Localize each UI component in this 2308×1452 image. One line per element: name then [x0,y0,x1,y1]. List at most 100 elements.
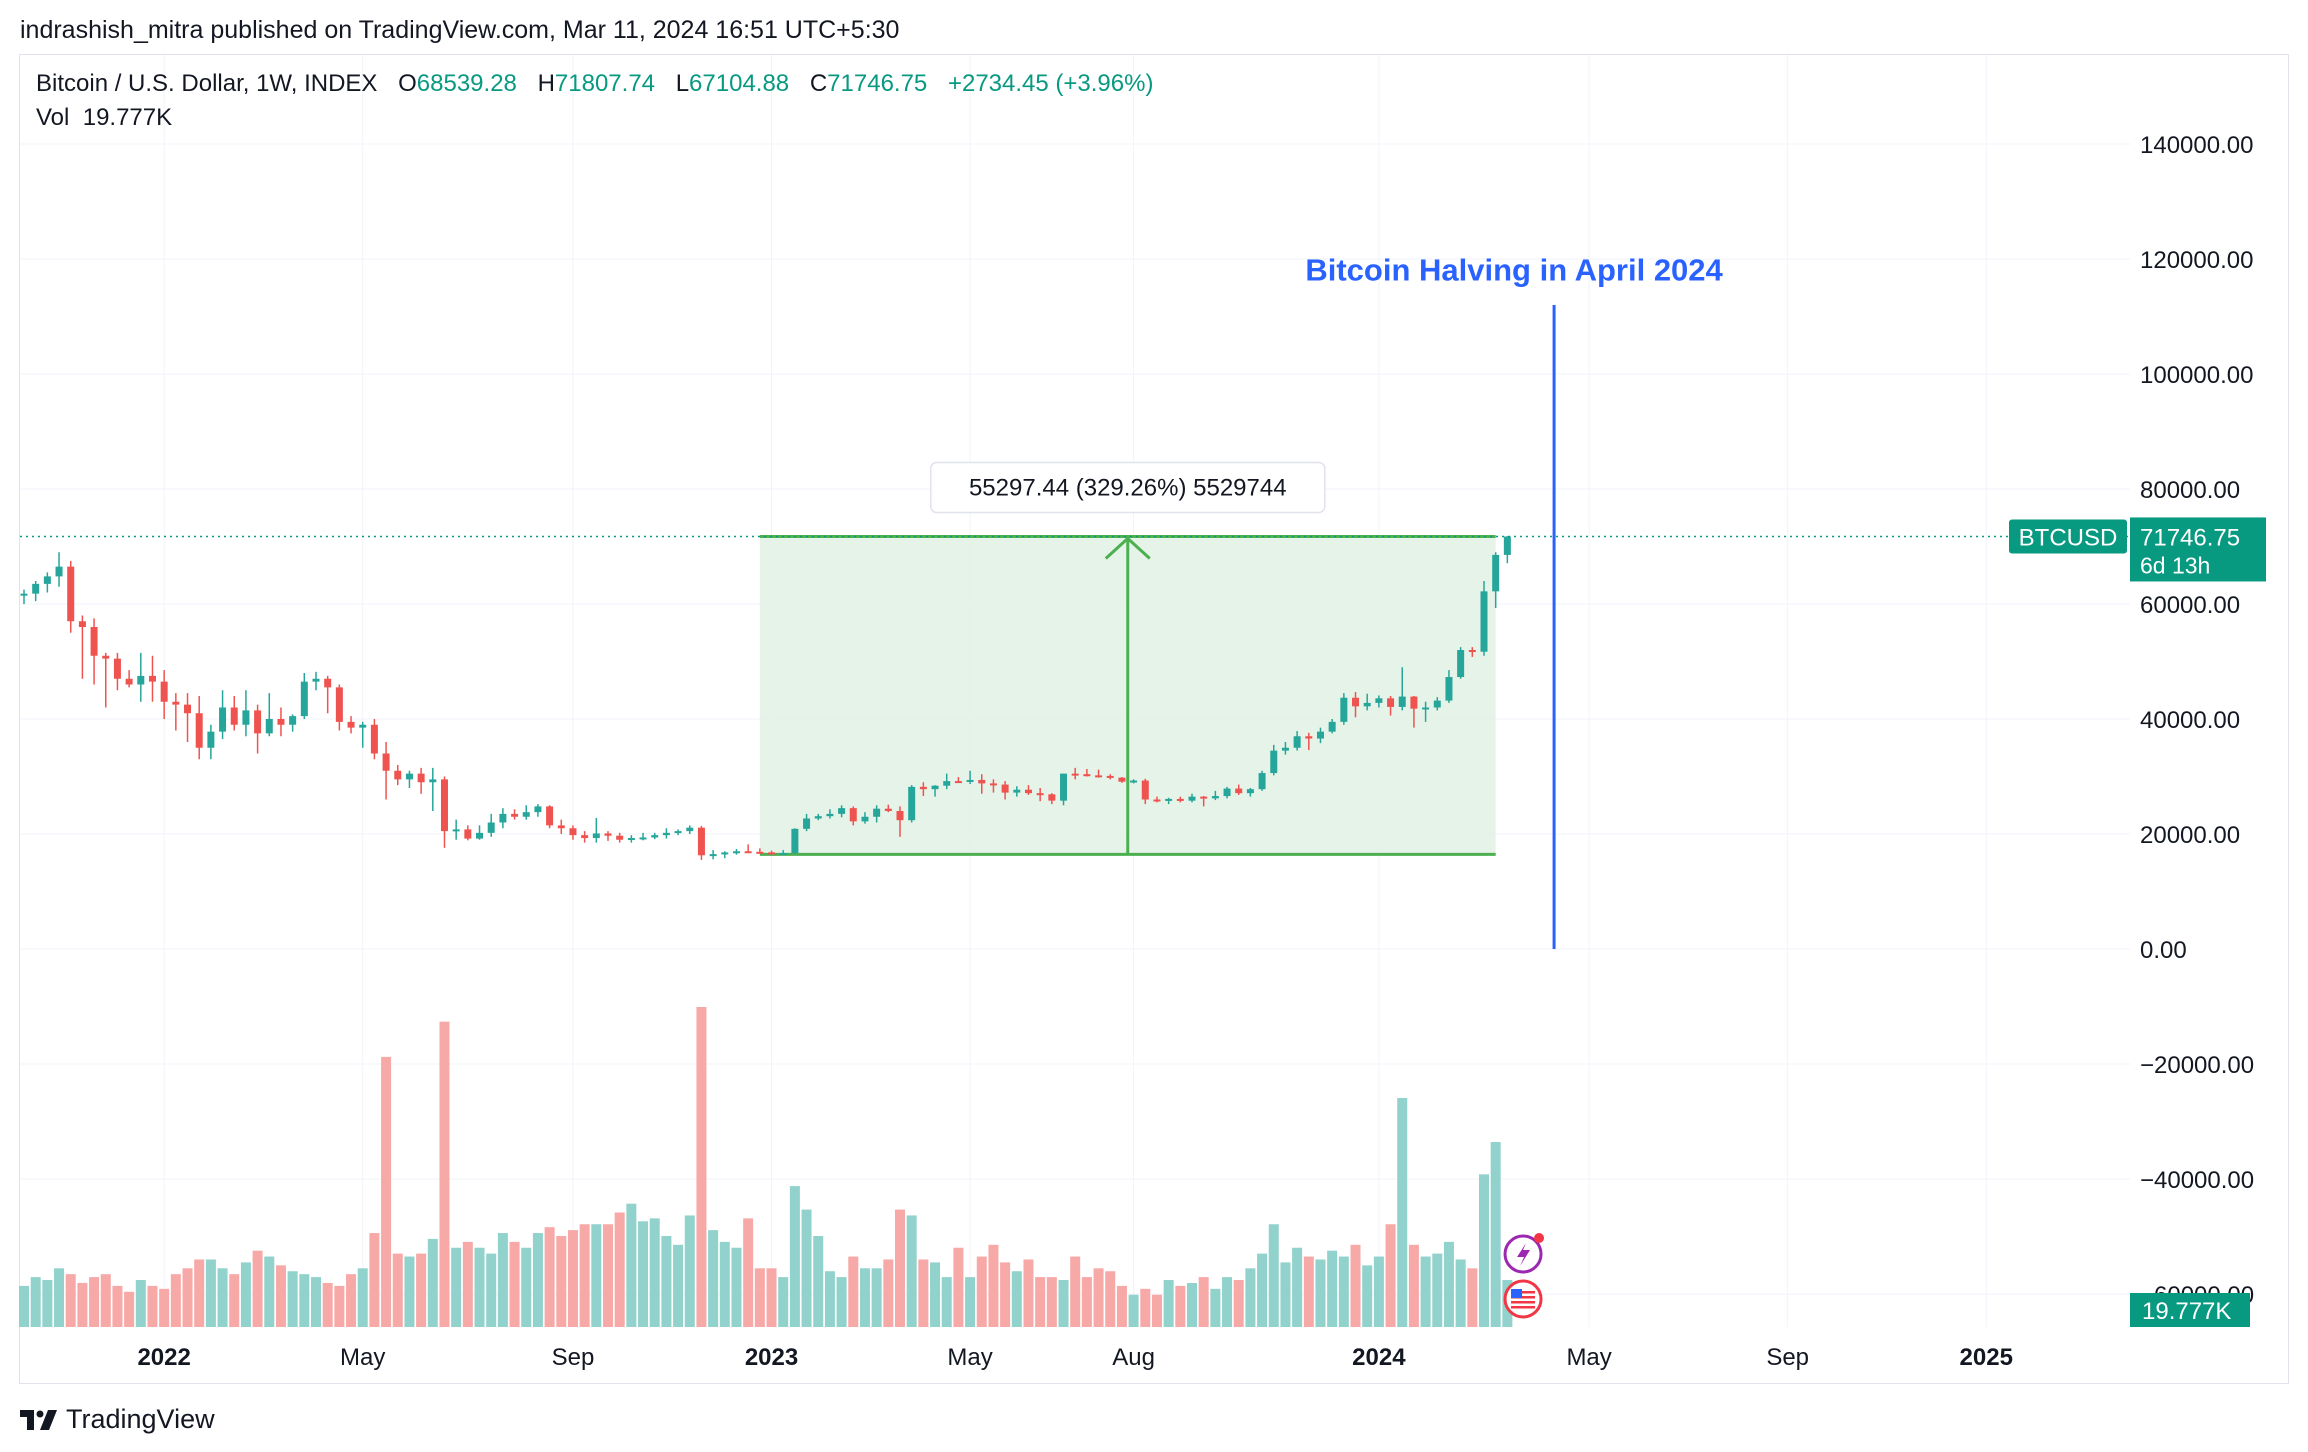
candle-body [511,813,519,817]
volume-bar [965,1277,976,1327]
candle-body [639,837,647,840]
volume-bar [1268,1224,1279,1327]
candle-body [873,808,881,817]
x-tick-label: May [1566,1344,1611,1371]
volume-bar [1035,1277,1046,1327]
volume-bar [1385,1224,1396,1327]
volume-bar [1373,1256,1384,1327]
volume-bar [848,1256,859,1327]
volume-bar [112,1285,123,1327]
open-label: O [398,70,417,97]
volume-bar [509,1241,520,1327]
volume-bar [229,1274,240,1327]
volume-bar [1128,1294,1139,1327]
candle-body [429,779,437,783]
volume-bar [427,1238,438,1327]
candle-body [312,678,320,682]
volume-bar [673,1244,684,1327]
candle-body [102,655,110,659]
flag-stripe-icon [1511,1291,1536,1294]
volume-bar [544,1227,555,1327]
candle-body [43,576,51,584]
close-label: C [809,70,828,97]
volume-bar [451,1247,462,1327]
x-tick-label: 2023 [745,1344,798,1371]
candle-body [382,753,390,771]
volume-bar [1455,1259,1466,1327]
volume-bar [147,1285,158,1327]
volume-legend: Vol 19.777K [36,104,172,132]
volume-badge-text: 19.777K [2142,1298,2231,1325]
candle-body [756,851,764,854]
volume-bar [357,1268,368,1327]
candle-body [1071,773,1079,776]
volume-bar [1222,1277,1233,1327]
volume-bar [708,1230,719,1327]
candle-body [277,719,285,725]
volume-bar [1432,1253,1443,1327]
volume-bar [684,1215,695,1327]
y-tick-label: 100000.00 [2140,362,2253,389]
candle-body [1433,700,1441,708]
candle-body [779,852,787,855]
volume-bar [941,1277,952,1327]
x-tick-label: 2024 [1352,1344,1406,1371]
vol-label: Vol [36,104,70,131]
candle-body [838,808,846,814]
volume-bar [486,1253,497,1327]
y-tick-label: 40000.00 [2140,707,2240,734]
x-tick-label: May [340,1344,385,1371]
range-label-box [930,461,1326,514]
x-tick-label: Sep [552,1344,595,1371]
grid-lines [20,55,2130,1327]
flag-canton-icon [1511,1289,1523,1298]
candle-body [1293,736,1301,748]
candle-body [137,675,145,685]
volume-bar [1245,1268,1256,1327]
volume-bar [462,1241,473,1327]
candle-body [1083,774,1091,777]
volume-bar [1327,1250,1338,1327]
candle-body [195,713,203,748]
volume-bar [638,1221,649,1327]
candle-body [300,681,308,717]
symbol-title: Bitcoin / U.S. Dollar, 1W, INDEX [36,70,378,97]
volume-bar [836,1277,847,1327]
y-tick-label: 0.00 [2140,937,2187,964]
candle-body [1106,775,1114,778]
candle-body [1048,794,1056,801]
axes: 140000.00 120000.00 100000.00 80000.00 60000… [20,132,2266,1371]
candle-body [814,816,822,819]
y-tick-label: −40000.00 [2140,1167,2254,1194]
candle-body [1153,799,1161,802]
high-label: H [537,70,555,97]
volume-bar [124,1291,135,1327]
candle-body [32,583,40,594]
candle-body [1375,698,1383,703]
candle-body [616,835,624,840]
volume-bar [240,1262,251,1327]
volume-bar [824,1271,835,1327]
candle-body [148,675,156,682]
volume-bar [1338,1256,1349,1327]
candle-body [1223,788,1231,797]
candle-body [1422,707,1430,710]
candle-body [1387,698,1395,707]
y-tick-label: 80000.00 [2140,477,2240,504]
volume-bar [859,1268,870,1327]
candle-body [417,773,425,783]
candle-body [67,566,75,622]
candle-body [113,658,121,679]
candle-body [1200,796,1208,799]
price-badge-text: 71746.75 [2140,524,2240,551]
candle-body [1024,789,1032,794]
candle-body [452,829,460,832]
volume-bar [696,1007,707,1327]
candle-body [160,681,168,702]
candle-body [569,828,577,836]
candle-body [768,852,776,855]
volume-bar [988,1244,999,1327]
x-tick-label: 2022 [137,1344,190,1371]
candle-body [219,707,227,732]
